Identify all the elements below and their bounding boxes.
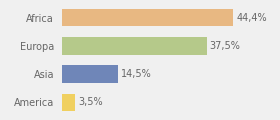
Bar: [62, 94, 75, 111]
Bar: [62, 65, 118, 83]
Text: 37,5%: 37,5%: [210, 41, 241, 51]
Text: 3,5%: 3,5%: [78, 97, 103, 107]
Text: 44,4%: 44,4%: [237, 13, 267, 23]
Bar: [62, 37, 207, 55]
Bar: [62, 9, 234, 26]
Text: 14,5%: 14,5%: [121, 69, 151, 79]
